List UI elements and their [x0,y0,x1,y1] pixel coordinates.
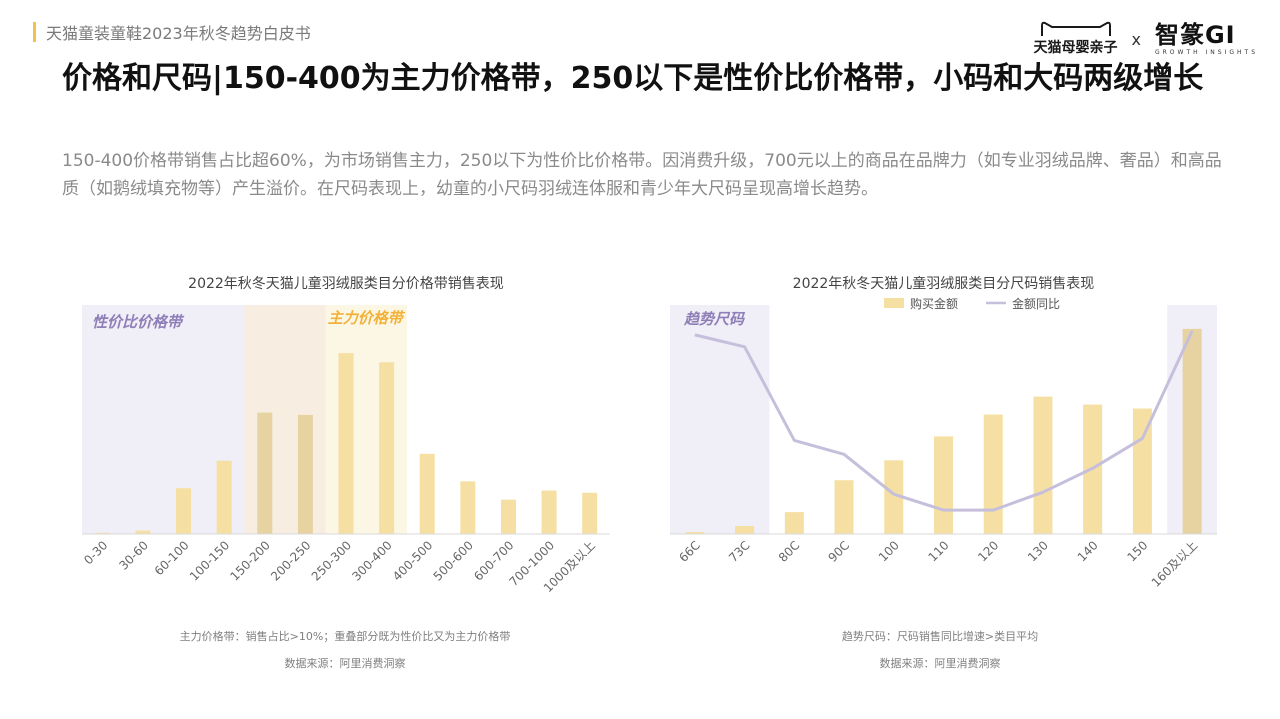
brand-logos: 天猫母婴亲子 x 智篆GI GROWTH INSIGHTS [1034,14,1259,64]
tmall-cat-icon [1040,21,1111,36]
report-title: 天猫童装童鞋2023年秋冬趋势白皮书 [46,24,311,43]
value-zone-label: 性价比价格带 [92,313,185,331]
overlap-zone-band [244,305,326,534]
right-chart-note: 趋势尺码：尺码销售同比增速>类目平均 [841,630,1039,643]
x-tick-label: 80C [776,538,803,565]
yoy-line [694,330,1194,512]
bar [1033,396,1053,534]
x-tick-label: 130 [1025,538,1051,564]
bar [784,512,804,534]
bar [176,488,192,534]
bar [419,453,435,534]
x-tick-label: 0-30 [81,538,110,567]
legend-line-label: 金额同比 [1012,296,1060,311]
bar [460,481,476,534]
bar [582,492,598,534]
x-tick-label: 90C [826,538,853,565]
x-tick-label: 120 [975,538,1001,564]
bar [338,353,354,534]
x-tick-label: 100 [876,538,902,564]
brand-x: x [1131,29,1141,49]
left-chart-source: 数据来源：阿里消费洞察 [284,657,406,670]
chart-title: 2022年秋冬天猫儿童羽绒服类目分尺码销售表现 [793,275,1095,292]
x-tick-label: 500-600 [431,538,476,583]
header-accent-bar [33,22,36,42]
main-zone-band [325,305,407,534]
x-tick-label: 400-500 [390,538,435,583]
x-tick-label: 30-60 [116,538,151,573]
bar [1182,328,1202,534]
zhizhuan-logo-subtext: GROWTH INSIGHTS [1154,48,1258,56]
x-tick-label: 73C [726,538,753,565]
main-zone-label: 主力价格带 [328,309,406,327]
x-tick-label: 100-150 [187,538,232,583]
x-tick-label: 250-300 [309,538,354,583]
bar [685,532,705,534]
bar [94,532,110,534]
bar [257,412,273,534]
trend-zone-label: 趋势尺码 [683,310,746,328]
page-title: 价格和尺码|150-400为主力价格带，250以下是性价比价格带，小码和大码两级… [62,61,1204,96]
zhizhuan-logo: 智篆GI GROWTH INSIGHTS [1155,23,1258,56]
tmall-logo-text: 天猫母婴亲子 [1033,40,1118,56]
x-tick-label: 140 [1075,538,1101,564]
bar [834,480,854,534]
trend-zone-band-left [670,305,770,534]
x-tick-label: 160及以上 [1149,538,1201,590]
bar [934,436,953,534]
legend-bar-swatch [884,298,904,308]
x-tick-label: 60-100 [152,538,192,578]
bar [983,414,1003,534]
x-tick-label: 200-250 [268,538,313,583]
bar [297,414,313,534]
bar [500,499,516,534]
x-tick-label: 300-400 [349,538,394,583]
right-chart-source: 数据来源：阿里消费洞察 [879,657,1001,670]
x-tick-label: 150 [1124,538,1150,564]
legend-bar-label: 购买金额 [910,296,958,311]
bar [541,490,557,534]
zhizhuan-logo-text: 智篆GI [1154,20,1236,49]
bar [735,526,755,534]
tmall-logo: 天猫母婴亲子 [1034,21,1118,57]
bar [135,530,151,534]
chart-title: 2022年秋冬天猫儿童羽绒服类目分价格带销售表现 [188,275,504,292]
left-chart-note: 主力价格带：销售占比>10%；重叠部分既为性价比又为主力价格带 [179,630,511,643]
bar [884,460,904,534]
bar [216,460,232,534]
x-tick-label: 66C [676,538,703,565]
x-tick-label: 150-200 [228,538,273,583]
bar [379,362,395,534]
x-tick-label: 110 [926,538,952,564]
page-description: 150-400价格带销售占比超60%，为市场销售主力，250以下为性价比价格带。… [62,151,1222,199]
